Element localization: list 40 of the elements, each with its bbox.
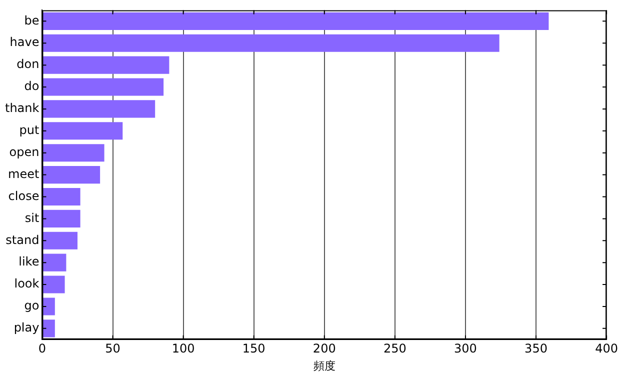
bar [42, 166, 100, 184]
bar [42, 276, 65, 294]
x-tick-label: 300 [454, 342, 477, 356]
bar [42, 210, 80, 228]
y-tick-label: close [8, 188, 40, 203]
x-axis-title: 頻度 [313, 359, 336, 372]
y-tick-label: like [18, 254, 40, 269]
x-tick-label: 350 [524, 342, 548, 356]
bar [42, 56, 170, 74]
x-tick-label: 200 [312, 342, 336, 356]
y-tick-label: play [14, 320, 40, 335]
y-tick-label: don [16, 57, 40, 72]
bar [42, 100, 156, 118]
y-tick-label: look [14, 276, 40, 291]
y-tick-label: sit [24, 210, 40, 225]
y-tick-label: put [19, 123, 40, 138]
x-tick-label: 50 [105, 342, 120, 356]
bar [42, 78, 164, 96]
y-tick-label: do [24, 79, 40, 94]
x-tick-label: 150 [242, 342, 266, 356]
bar [42, 254, 66, 272]
y-tick-label: have [10, 35, 40, 50]
y-tick-label: stand [6, 232, 40, 247]
bar [42, 122, 123, 140]
bar [42, 232, 78, 250]
y-tick-label: go [24, 298, 40, 313]
bar [42, 144, 104, 162]
x-tick-label: 250 [383, 342, 406, 356]
y-tick-label: meet [8, 166, 40, 181]
x-tick-label: 400 [595, 342, 618, 356]
y-tick-label: thank [5, 101, 40, 116]
bar [42, 298, 55, 316]
bar [42, 320, 55, 338]
y-tick-label: open [9, 144, 40, 159]
x-tick-label: 100 [172, 342, 195, 356]
y-tick-label: be [24, 13, 40, 28]
bar [42, 188, 80, 206]
bar [42, 12, 549, 30]
bar [42, 34, 500, 52]
x-tick-label: 0 [38, 342, 46, 356]
